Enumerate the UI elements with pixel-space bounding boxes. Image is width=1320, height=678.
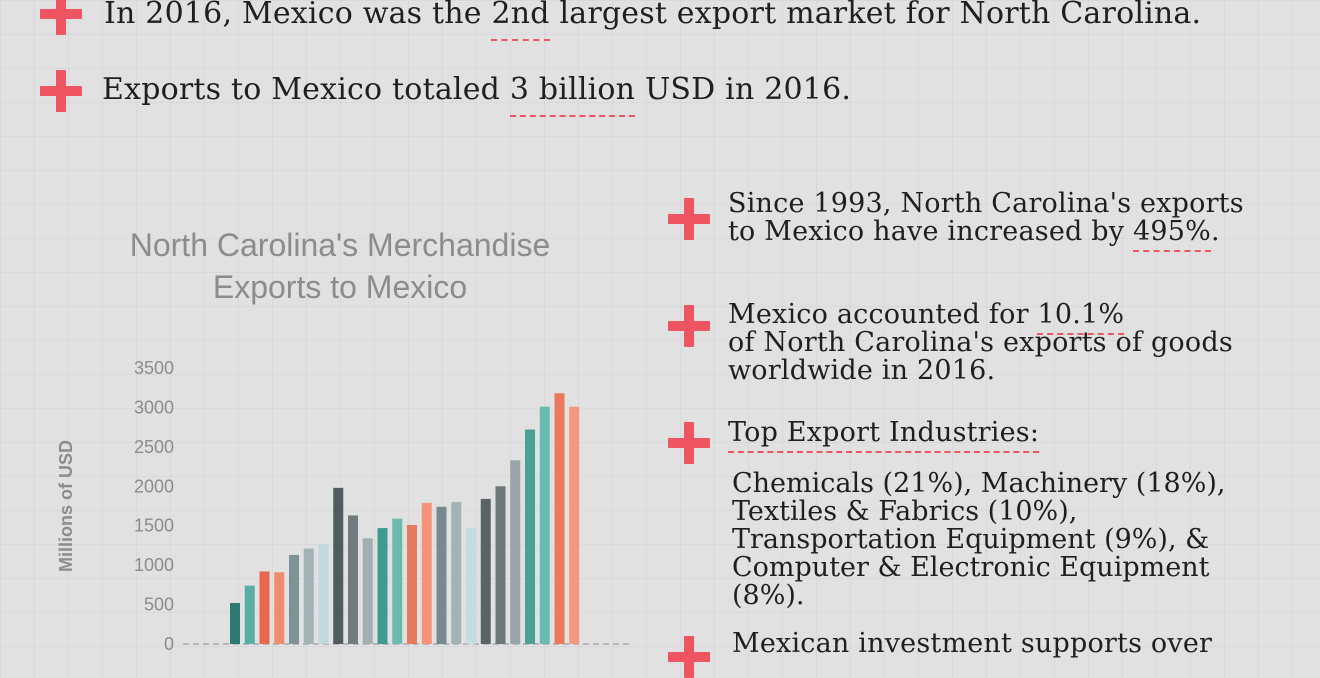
- plus-icon: [668, 636, 710, 678]
- bar: [510, 460, 521, 644]
- y-tick-label: 3500: [134, 358, 174, 378]
- highlight-3-billion: 3 billion: [509, 72, 636, 117]
- highlight-495: 495%: [1132, 216, 1211, 252]
- y-tick-label: 3000: [134, 397, 174, 417]
- bar: [377, 528, 388, 644]
- y-tick-label: 2000: [134, 476, 174, 496]
- highlight-2nd: 2nd: [491, 0, 550, 41]
- bar: [436, 506, 447, 644]
- bars: [230, 393, 580, 644]
- y-tick-label: 1500: [134, 516, 174, 536]
- bar: [318, 543, 329, 644]
- fact-export-total: Exports to Mexico totaled 3 billion USD …: [102, 72, 852, 117]
- bar: [289, 554, 299, 644]
- bar: [525, 429, 535, 644]
- chart-title-line-2: Exports to Mexico: [212, 269, 468, 305]
- chart-title-line-1: North Carolina's Merchandise: [129, 227, 551, 263]
- bar: [333, 487, 344, 644]
- fact-export-rank: In 2016, Mexico was the 2nd largest expo…: [104, 0, 1201, 41]
- highlight-10-1: 10.1%: [1037, 299, 1125, 335]
- bar: [466, 528, 476, 644]
- plus-icon: [668, 305, 710, 347]
- y-tick-label: 0: [164, 634, 174, 650]
- y-tick-label: 2500: [134, 437, 174, 457]
- fact-increase: Since 1993, North Carolina's exports to …: [728, 188, 1244, 252]
- exports-bar-chart: Millions of USD 0 500 1000 1500 2000 2500 3000…: [56, 358, 630, 650]
- fact-investment: Mexican investment supports over: [732, 628, 1213, 659]
- plus-icon: [40, 70, 82, 112]
- bar: [362, 538, 373, 644]
- y-axis-ticks: 0 500 1000 1500 2000 2500 3000 3500: [134, 358, 174, 650]
- bar: [451, 502, 462, 644]
- y-tick-label: 1000: [134, 555, 174, 575]
- bar: [495, 486, 506, 644]
- bar: [407, 524, 417, 644]
- industries-heading: Top Export Industries:: [728, 417, 1040, 453]
- y-axis-label: Millions of USD: [56, 440, 76, 572]
- highlight-top-industries: Top Export Industries:: [728, 417, 1040, 453]
- bar: [539, 406, 550, 644]
- y-tick-label: 500: [144, 595, 174, 615]
- bar: [392, 518, 403, 644]
- plus-icon: [668, 422, 710, 464]
- plus-icon: [40, 0, 82, 35]
- industries-list: Chemicals (21%), Machinery (18%), Textil…: [732, 468, 1226, 611]
- bar: [348, 515, 358, 644]
- bar: [244, 585, 255, 644]
- bar: [480, 498, 491, 644]
- chart-title: North Carolina's Merchandise Exports to …: [60, 224, 620, 308]
- bar: [274, 572, 285, 644]
- bar: [259, 571, 270, 644]
- plus-icon: [668, 198, 710, 240]
- bar: [230, 602, 240, 644]
- bar: [303, 548, 314, 644]
- fact-share: Mexico accounted for 10.1% of North Caro…: [728, 299, 1233, 386]
- bar: [554, 393, 565, 644]
- bar: [569, 406, 580, 644]
- bar: [421, 502, 432, 644]
